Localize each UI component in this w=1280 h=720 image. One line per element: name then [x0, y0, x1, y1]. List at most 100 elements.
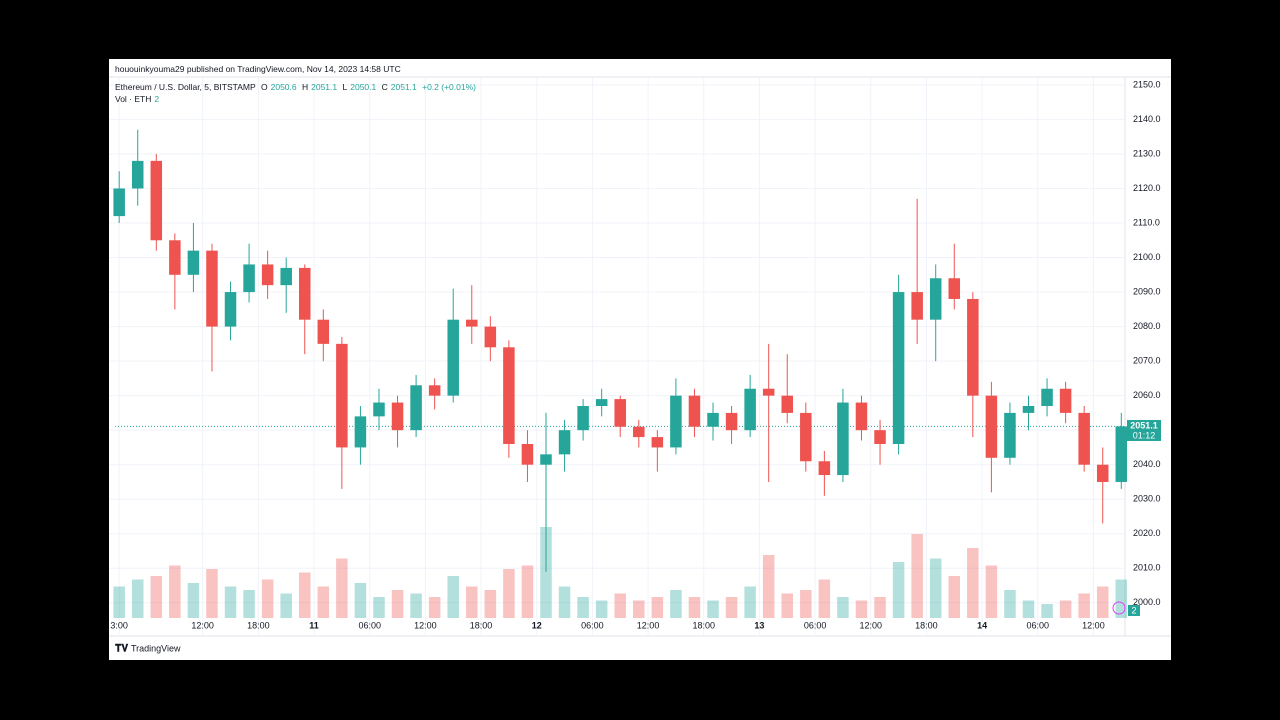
x-tick-label: 11 — [309, 620, 319, 630]
volume-bar — [911, 534, 923, 618]
candle-body — [336, 343, 348, 448]
volume-bar — [336, 558, 348, 618]
candle-body — [651, 437, 664, 448]
volume-bar — [466, 586, 478, 618]
volume-bar — [410, 593, 422, 618]
candle-body — [1059, 388, 1072, 413]
volume-bar — [187, 583, 200, 618]
x-tick-label: 18:00 — [247, 620, 270, 630]
x-tick-label: 14 — [977, 620, 987, 630]
candle-body — [633, 426, 645, 438]
x-tick-label: 12:00 — [414, 620, 437, 630]
volume-bar — [317, 586, 330, 618]
volume-bar — [391, 590, 404, 618]
candle-body — [169, 240, 181, 275]
candle-body — [373, 402, 385, 417]
candle-body — [577, 406, 589, 431]
y-tick-label: 2130.0 — [1133, 148, 1161, 158]
y-tick-label: 2080.0 — [1133, 321, 1161, 331]
candle-body — [837, 402, 849, 476]
candle-body — [688, 395, 701, 427]
y-tick-label: 2100.0 — [1133, 252, 1161, 262]
candle-body — [354, 416, 367, 448]
x-tick-label: 18:00 — [915, 620, 938, 630]
l-label: L — [342, 82, 348, 92]
volume-bar — [688, 597, 701, 618]
volume-bar — [725, 597, 738, 618]
vol-label: Vol · ETH — [115, 94, 152, 104]
volume-bar — [595, 600, 608, 618]
h-label: H — [301, 82, 309, 92]
candle-body — [391, 402, 404, 431]
alert-icon[interactable] — [1112, 601, 1126, 615]
y-tick-label: 2150.0 — [1133, 79, 1161, 89]
volume-bars — [113, 527, 1128, 618]
candle-body — [466, 319, 478, 327]
volume-bar — [503, 569, 515, 618]
price-badge — [1127, 420, 1161, 441]
y-tick-label: 2040.0 — [1133, 459, 1161, 469]
volume-bar — [707, 600, 719, 618]
candle-body — [614, 399, 626, 427]
logo: 𝐓𝐕 — [115, 643, 128, 655]
candle-body — [131, 160, 144, 189]
y-tick-label: 2060.0 — [1133, 390, 1161, 400]
panel — [109, 59, 1171, 660]
candle-body — [967, 298, 979, 396]
footer-brand: TradingView — [131, 643, 181, 653]
vol-value: 2 — [154, 94, 160, 104]
candle-body — [298, 267, 311, 320]
candle-body — [800, 412, 812, 462]
volume-bar — [558, 586, 571, 618]
change: +0.2 (+0.01%) — [422, 82, 476, 92]
candle-body — [224, 292, 237, 327]
volume-bar — [521, 565, 534, 618]
axes: 2000.02010.02020.02030.02040.02050.02060… — [110, 79, 1160, 630]
candle-body — [113, 188, 125, 217]
legend-row: Ethereum / U.S. Dollar, 5, BITSTAMP O 205… — [115, 82, 479, 92]
published: hououinkyouma29 published on TradingView… — [115, 64, 401, 74]
volume-badge — [1128, 605, 1140, 616]
y-tick-label: 2140.0 — [1133, 114, 1161, 124]
c-label: C — [381, 82, 388, 92]
candle-body — [243, 264, 255, 293]
x-tick-label: 13 — [754, 620, 764, 630]
x-tick-label: 3:00 — [110, 620, 128, 630]
volume-bar — [874, 597, 886, 618]
candle-body — [781, 395, 794, 413]
volume-bar — [131, 579, 144, 618]
candle-body — [744, 388, 756, 431]
grid — [109, 78, 1125, 636]
y-tick-label: 2020.0 — [1133, 528, 1161, 538]
candle-body — [892, 292, 905, 444]
volume-bar — [261, 579, 274, 618]
volume-bar — [744, 586, 756, 618]
volume-bar — [206, 569, 218, 618]
volume-bar — [447, 576, 459, 618]
volume-bar — [1041, 604, 1053, 618]
volume-bar — [855, 600, 868, 618]
y-tick-label: 2110.0 — [1133, 217, 1160, 227]
candle-body — [558, 430, 571, 455]
volume-bar — [280, 593, 292, 618]
volume-row: Vol · ETH 2 — [115, 94, 162, 104]
volume-bar — [243, 590, 255, 618]
y-tick-label: 2070.0 — [1133, 355, 1161, 365]
volume-bar — [818, 579, 831, 618]
candle-body — [762, 388, 775, 396]
last-price-label: 2051.1 — [1130, 420, 1158, 430]
candle-body — [948, 278, 961, 299]
volume-bar — [929, 558, 942, 618]
candle-body — [261, 264, 274, 286]
volume-bar — [670, 590, 682, 618]
volume-bar — [1096, 586, 1109, 618]
volume-bar — [985, 565, 998, 618]
x-tick-label: 06:00 — [581, 620, 604, 630]
candle-body — [187, 250, 200, 275]
candle-body — [707, 412, 719, 427]
volume-bar — [1078, 593, 1090, 618]
x-tick-label: 06:00 — [358, 620, 381, 630]
low: 2050.1 — [350, 82, 377, 92]
